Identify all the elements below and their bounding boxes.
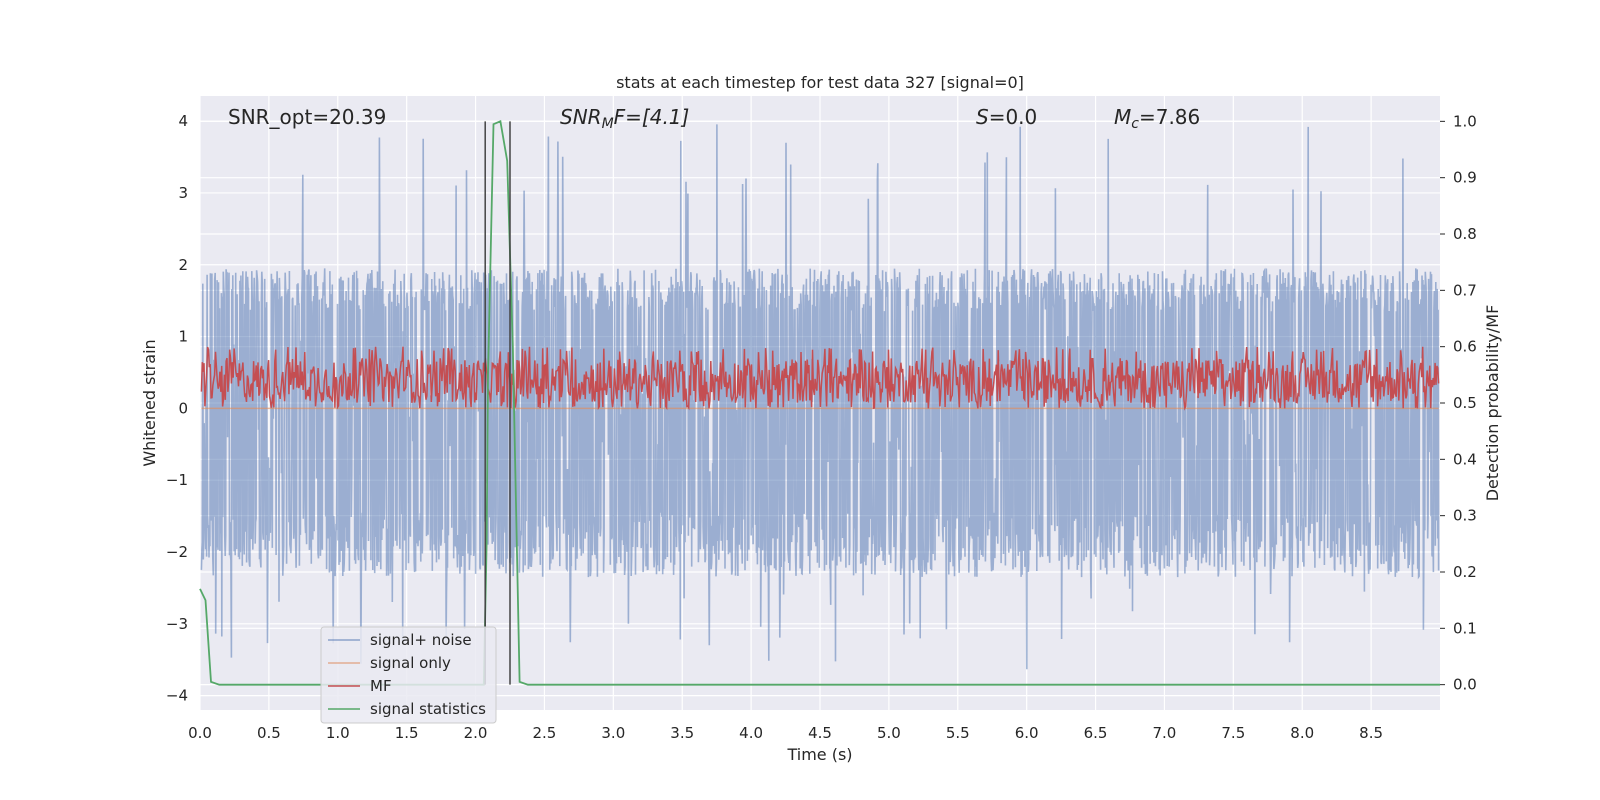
x-tick-label: 5.5 xyxy=(946,724,970,742)
x-tick-label: 8.0 xyxy=(1290,724,1314,742)
annotation-snr-opt: SNR_opt=20.39 xyxy=(228,105,386,129)
annotation-snr-mf: SNRMF=[4.1] xyxy=(560,105,689,132)
x-tick-label: 7.0 xyxy=(1153,724,1177,742)
x-tick-label: 5.0 xyxy=(877,724,901,742)
x-tick-label: 1.5 xyxy=(395,724,419,742)
annotation-mc: Mc=7.86 xyxy=(1114,105,1200,132)
y-tick-label-left: 0 xyxy=(178,399,188,417)
y-tick-label-right: 0.1 xyxy=(1453,619,1477,637)
y-tick-label-right: 0.8 xyxy=(1453,225,1477,243)
x-tick-label: 2.5 xyxy=(533,724,557,742)
y-tick-label-right: 0.2 xyxy=(1453,563,1477,581)
x-axis-label: Time (s) xyxy=(786,745,852,764)
x-tick-label: 0.5 xyxy=(257,724,281,742)
x-tick-label: 2.0 xyxy=(464,724,488,742)
series-signal-noise xyxy=(200,124,1440,670)
y-axis-label-right: Detection probability/MF xyxy=(1483,305,1502,502)
y-tick-label-left: 1 xyxy=(178,328,188,346)
x-tick-label: 0.0 xyxy=(188,724,212,742)
y-tick-label-left: −3 xyxy=(166,615,188,633)
y-tick-labels-left: −4 −3 −2 −1 0 1 2 3 4 xyxy=(166,112,188,705)
x-tick-label: 3.0 xyxy=(601,724,625,742)
legend-label-signal-statistics: signal statistics xyxy=(370,700,486,718)
y-tick-label-left: −4 xyxy=(166,687,188,705)
x-tick-label: 8.5 xyxy=(1359,724,1383,742)
y-tick-label-right: 1.0 xyxy=(1453,112,1477,130)
y-tick-label-right: 0.9 xyxy=(1453,169,1477,187)
legend: signal+ noise signal only MF signal stat… xyxy=(320,626,497,724)
chart-title: stats at each timestep for test data 327… xyxy=(616,73,1024,92)
legend-box xyxy=(320,626,497,724)
x-tick-label: 4.0 xyxy=(739,724,763,742)
series-mf xyxy=(200,346,1440,411)
x-tick-label: 6.5 xyxy=(1084,724,1108,742)
y-tick-label-right: 0.5 xyxy=(1453,394,1477,412)
legend-label-mf: MF xyxy=(370,677,392,695)
x-tick-label: 4.5 xyxy=(808,724,832,742)
annotation-s: S=0.0 xyxy=(976,105,1037,129)
y-tick-label-right: 0.7 xyxy=(1453,281,1477,299)
series-signal-statistics xyxy=(199,120,1440,686)
x-tick-label: 6.0 xyxy=(1015,724,1039,742)
y-axis-label-left: Whitened strain xyxy=(140,339,159,466)
x-tick-label: 3.5 xyxy=(670,724,694,742)
y-tick-label-right: 0.3 xyxy=(1453,507,1477,525)
series-layer xyxy=(199,120,1440,686)
y-tick-label-right: 0.6 xyxy=(1453,338,1477,356)
x-tick-label: 1.0 xyxy=(326,724,350,742)
y-tick-label-right: 0.0 xyxy=(1453,676,1477,694)
x-tick-label: 7.5 xyxy=(1221,724,1245,742)
y-tick-label-left: 3 xyxy=(178,184,188,202)
y-tick-labels-right: 0.0 0.1 0.2 0.3 0.4 0.5 0.6 0.7 0.8 0.9 1.0 xyxy=(1440,112,1477,694)
marker-lines xyxy=(484,121,511,685)
y-tick-label-left: 2 xyxy=(178,256,188,274)
y-tick-label-left: 4 xyxy=(178,112,188,130)
legend-label-signal-only: signal only xyxy=(370,654,451,672)
legend-label-signal-noise: signal+ noise xyxy=(370,631,472,649)
annotations: SNR_opt=20.39 SNRMF=[4.1] S=0.0 Mc=7.86 xyxy=(228,105,1200,132)
y-tick-label-left: −1 xyxy=(166,471,188,489)
x-tick-labels: 0.0 0.5 1.0 1.5 2.0 2.5 3.0 3.5 4.0 4.5 5.0 5.5 6.0 6… xyxy=(188,724,1383,742)
y-tick-label-right: 0.4 xyxy=(1453,450,1477,468)
y-tick-label-left: −2 xyxy=(166,543,188,561)
